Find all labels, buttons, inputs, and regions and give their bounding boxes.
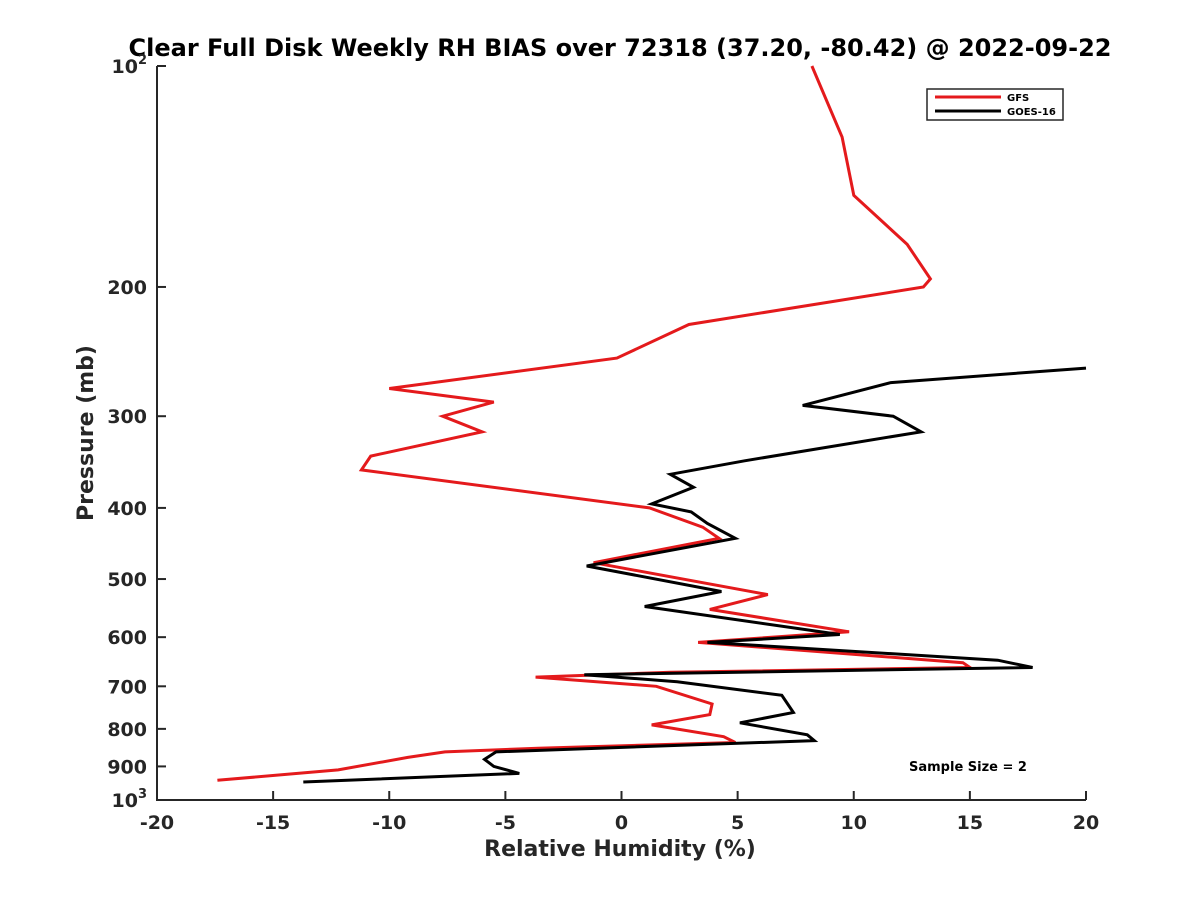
x-tick-label: 10 xyxy=(841,812,867,834)
legend: GFS GOES-16 xyxy=(926,88,1064,121)
series-line-goes-16 xyxy=(303,366,1087,784)
y-tick-label: 200 xyxy=(107,277,147,299)
x-tick-label: -10 xyxy=(372,812,406,834)
x-tick-label: -20 xyxy=(140,812,174,834)
x-axis-ticks: -20 -15 -10 -5 0 5 10 15 20 xyxy=(140,791,1099,834)
y-tick-label: 800 xyxy=(107,719,147,741)
y-tick-label: 102 xyxy=(112,53,148,78)
legend-label-goes-16: GOES-16 xyxy=(1007,107,1056,118)
x-axis-label: Relative Humidity (%) xyxy=(484,837,756,862)
legend-label-gfs: GFS xyxy=(1007,93,1029,104)
y-tick-label: 300 xyxy=(107,406,147,428)
y-tick-label: 700 xyxy=(107,676,147,698)
y-tick-label: 500 xyxy=(107,569,147,591)
x-tick-label: -15 xyxy=(256,812,290,834)
chart-title: Clear Full Disk Weekly RH BIAS over 7231… xyxy=(129,34,1112,62)
y-axis-label: Pressure (mb) xyxy=(74,345,99,521)
plot-area: -20 -15 -10 -5 0 5 10 15 20 102 200 300 400 500 600 70… xyxy=(107,53,1099,834)
x-tick-label: -5 xyxy=(495,812,516,834)
x-tick-label: 5 xyxy=(731,812,744,834)
y-tick-label: 400 xyxy=(107,498,147,520)
x-tick-label: 15 xyxy=(957,812,983,834)
x-tick-label: 20 xyxy=(1073,812,1099,834)
y-tick-label: 600 xyxy=(107,627,147,649)
series-line-gfs xyxy=(217,65,975,782)
y-tick-label: 103 xyxy=(112,787,148,812)
legend-box xyxy=(926,88,1064,121)
x-tick-label: 0 xyxy=(615,812,628,834)
y-axis-ticks: 102 200 300 400 500 600 700 800 900 103 xyxy=(107,53,166,812)
series-layer xyxy=(217,65,1087,784)
sample-size-annotation: Sample Size = 2 xyxy=(909,760,1027,775)
y-tick-label: 900 xyxy=(107,756,147,778)
